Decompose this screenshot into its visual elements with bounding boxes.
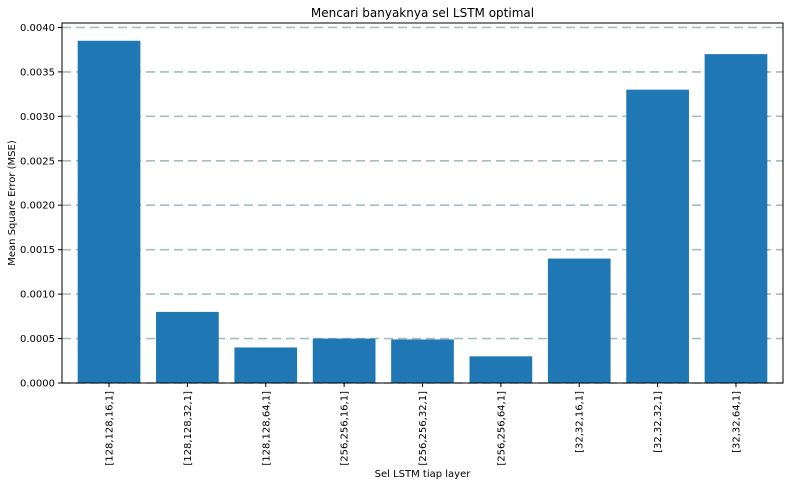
y-tick-label: 0.0005 bbox=[20, 334, 55, 345]
x-tick-label: [256,256,64,1] bbox=[496, 391, 507, 466]
bar bbox=[234, 347, 298, 383]
x-tick-label: [32,32,32,1] bbox=[653, 391, 664, 453]
x-axis-title: Sel LSTM tiap layer bbox=[375, 469, 472, 480]
y-tick-label: 0.0000 bbox=[20, 379, 55, 390]
x-tick-label: [256,256,32,1] bbox=[418, 391, 429, 466]
y-tick-label: 0.0020 bbox=[20, 201, 55, 212]
y-axis: 0.0000 0.0005 0.0010 0.0015 0.0020 0.0025 0.00… bbox=[20, 23, 62, 390]
bar bbox=[77, 40, 141, 384]
bar bbox=[312, 338, 376, 383]
bar bbox=[704, 54, 768, 383]
x-tick-label: [256,256,16,1] bbox=[340, 391, 351, 466]
x-tick-label: [128,128,32,1] bbox=[183, 391, 194, 466]
bars bbox=[77, 40, 768, 384]
y-tick-label: 0.0015 bbox=[20, 245, 55, 256]
bar bbox=[626, 89, 689, 384]
chart-title: Mencari banyaknya sel LSTM optimal bbox=[311, 6, 534, 20]
bar bbox=[469, 356, 533, 383]
y-tick-label: 0.0035 bbox=[20, 67, 55, 78]
y-tick-label: 0.0030 bbox=[20, 112, 55, 123]
x-tick-label: [32,32,64,1] bbox=[731, 391, 742, 453]
x-tick-label: [128,128,16,1] bbox=[105, 391, 116, 466]
y-axis-title: Mean Square Error (MSE) bbox=[7, 140, 18, 266]
x-tick-label: [32,32,16,1] bbox=[575, 391, 586, 453]
x-tick-label: [128,128,64,1] bbox=[261, 391, 272, 466]
bar bbox=[391, 339, 454, 383]
x-axis: [128,128,16,1] [128,128,32,1] [128,128,64,… bbox=[105, 383, 742, 466]
bar bbox=[547, 258, 611, 383]
y-tick-label: 0.0025 bbox=[20, 156, 55, 167]
y-tick-label: 0.0010 bbox=[20, 290, 55, 301]
bar bbox=[156, 311, 219, 383]
y-tick-label: 0.0040 bbox=[20, 23, 55, 34]
